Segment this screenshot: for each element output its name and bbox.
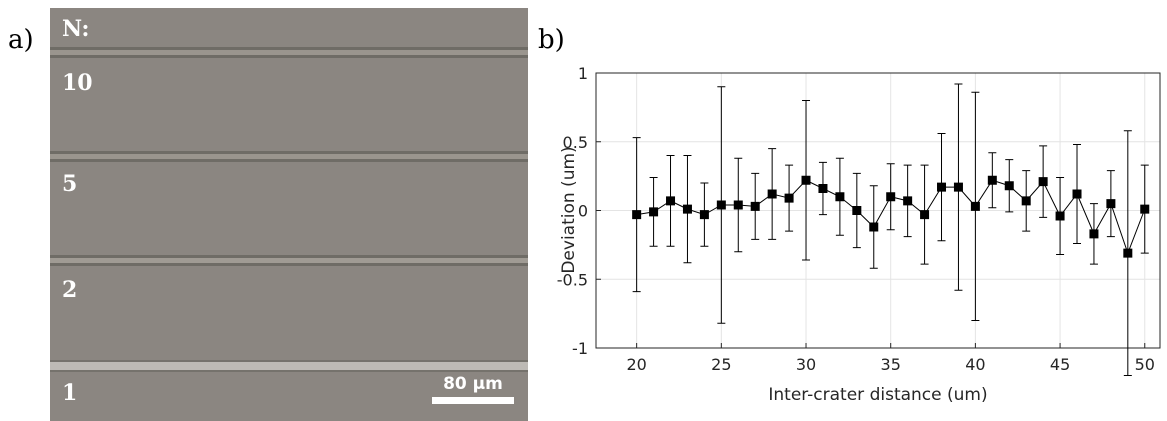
panel-label: a) — [8, 25, 34, 55]
axes-box — [595, 72, 1161, 349]
marker — [682, 204, 692, 214]
marker — [784, 193, 794, 203]
scale-bar-label: 80 µm — [443, 374, 503, 394]
x-tick-label: 30 — [796, 355, 816, 374]
marker — [716, 200, 726, 210]
marker — [937, 182, 947, 192]
x-tick-label: 50 — [1135, 355, 1155, 374]
row-label: 5 — [62, 171, 77, 197]
x-tick-label: 35 — [881, 355, 901, 374]
y-tick-label: 0 — [578, 202, 588, 221]
marker — [869, 222, 879, 232]
marker — [953, 182, 963, 192]
y-tick-label: 0.5 — [563, 133, 588, 152]
marker — [767, 189, 777, 199]
x-axis-label: Inter-crater distance (um) — [768, 385, 987, 405]
marker — [1021, 196, 1031, 206]
marker — [818, 184, 828, 193]
marker — [666, 196, 676, 206]
marker — [1089, 229, 1099, 239]
marker — [1004, 181, 1014, 191]
marker — [750, 201, 760, 211]
marker — [649, 207, 659, 217]
y-tick-label: -1 — [572, 339, 588, 358]
marker — [801, 175, 811, 185]
marker — [886, 192, 896, 202]
y-tick-label: 1 — [578, 64, 588, 83]
marker — [1072, 189, 1082, 199]
x-tick-label: 20 — [626, 355, 646, 374]
micrograph — [50, 8, 528, 421]
marker — [1055, 211, 1065, 221]
row-label: N: — [62, 16, 89, 42]
marker — [852, 206, 862, 215]
marker — [1106, 199, 1116, 209]
row-label: 1 — [62, 380, 77, 406]
y-tick-label: -0.5 — [557, 270, 588, 289]
marker — [987, 175, 997, 185]
marker — [970, 201, 980, 211]
y-axis-label: Deviation (um) — [559, 146, 579, 273]
marker — [733, 200, 743, 210]
x-tick-label: 25 — [711, 355, 731, 374]
marker — [920, 210, 930, 220]
marker — [1140, 204, 1150, 214]
x-tick-label: 45 — [1050, 355, 1070, 374]
panel-label: b) — [538, 25, 565, 55]
row-label: 2 — [62, 277, 77, 303]
marker — [699, 210, 709, 220]
row-label: 10 — [62, 70, 93, 96]
marker — [903, 196, 913, 206]
marker — [1123, 248, 1133, 258]
x-tick-label: 40 — [965, 355, 985, 374]
marker — [835, 192, 845, 202]
marker — [1038, 177, 1048, 187]
marker — [632, 210, 642, 220]
